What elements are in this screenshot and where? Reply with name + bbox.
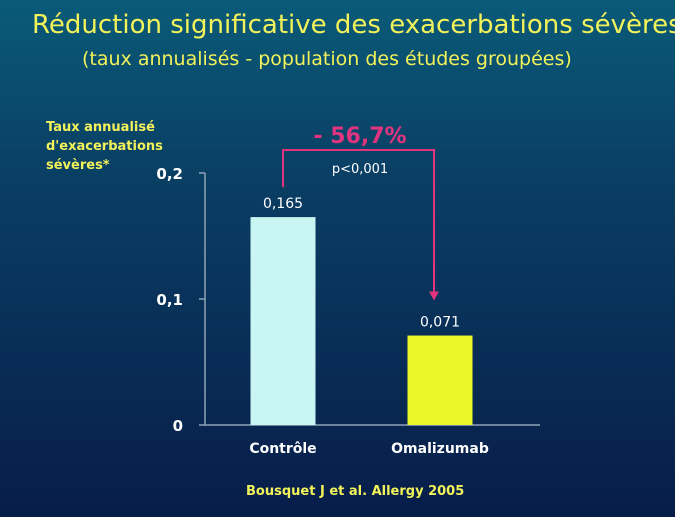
data-label: 0,071 <box>420 315 460 331</box>
y-tick-label: 0 <box>173 417 183 435</box>
p-value-label: p<0,001 <box>332 162 388 177</box>
y-tick-label: 0,2 <box>156 165 183 183</box>
slide-title: Réduction significative des exacerbation… <box>32 10 675 40</box>
data-label: 0,165 <box>263 196 303 212</box>
y-axis-label-line-3: sévères* <box>46 158 110 173</box>
reduction-label: - 56,7% <box>313 124 406 149</box>
y-tick-label: 0,1 <box>156 291 183 309</box>
slide-subtitle: (taux annualisés - population des études… <box>82 48 572 70</box>
x-tick-label: Omalizumab <box>391 441 489 457</box>
x-tick-label: Contrôle <box>249 441 316 457</box>
source-citation: Bousquet J et al. Allergy 2005 <box>246 484 465 499</box>
y-axis-label-line-1: Taux annualisé <box>46 120 155 135</box>
bar <box>407 335 473 425</box>
y-axis-label: Taux annualisé d'exacerbations sévères* <box>46 118 206 175</box>
reduction-arrowhead <box>429 291 439 301</box>
reduction-bracket <box>282 149 435 296</box>
bar <box>250 217 316 425</box>
y-axis-label-line-2: d'exacerbations <box>46 139 163 154</box>
